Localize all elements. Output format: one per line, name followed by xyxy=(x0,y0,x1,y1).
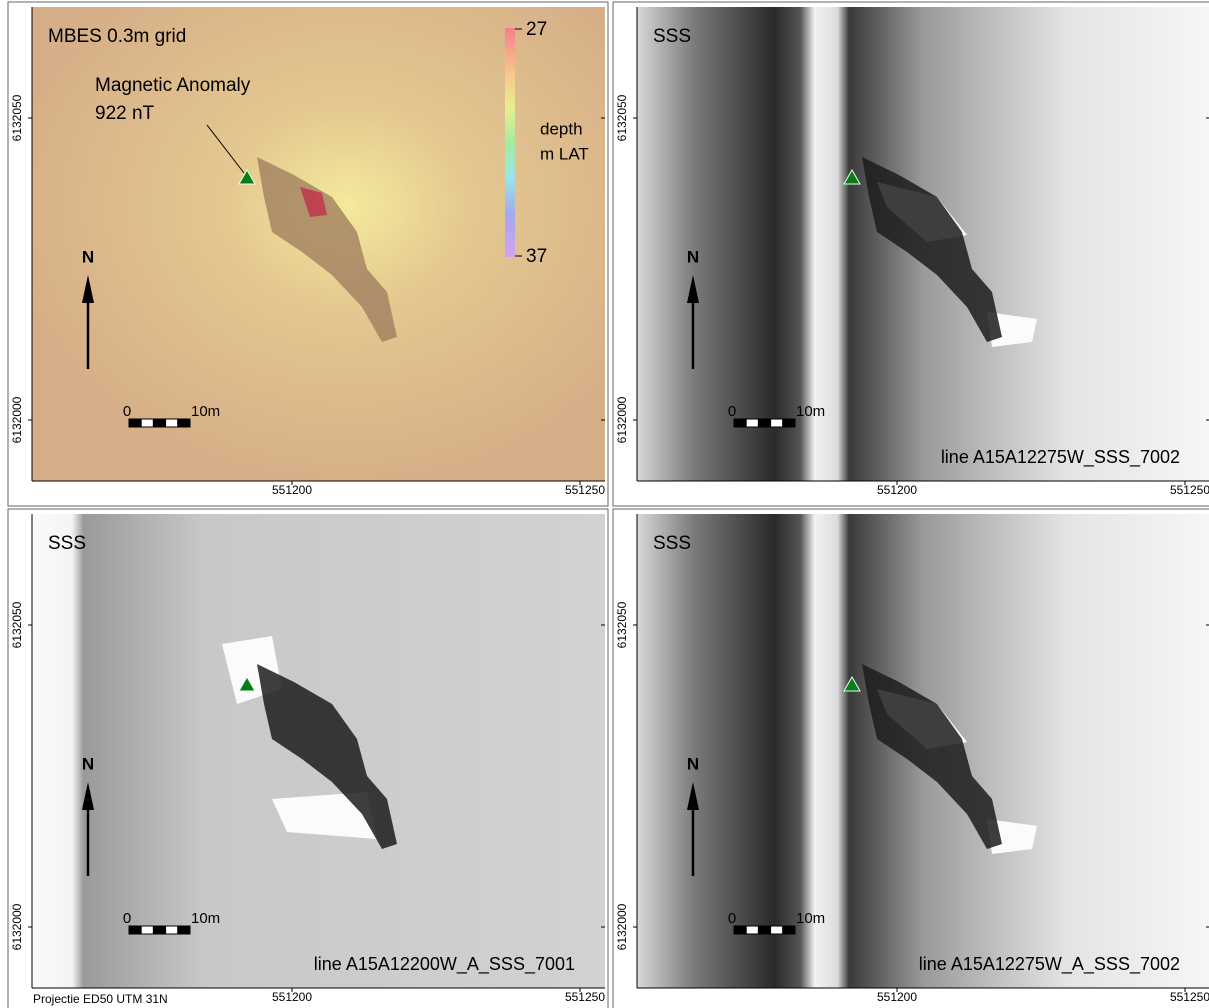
line-label: line A15A12275W_A_SSS_7002 xyxy=(919,954,1180,975)
y-tick-label: 6132050 xyxy=(10,601,24,648)
scale-bar-label: 10m xyxy=(191,910,220,927)
x-tick-label: 551200 xyxy=(272,990,312,1004)
scale-bar-segment xyxy=(771,419,783,427)
map-panel: 6132050 6132000 551200 551250 SSS line A15A12… xyxy=(8,509,608,1008)
colorbar xyxy=(505,28,515,257)
y-tick-label: 6132000 xyxy=(615,396,629,443)
y-tick-label: 6132000 xyxy=(10,396,24,443)
scale-bar-segment xyxy=(153,419,165,427)
scale-bar-segment xyxy=(734,419,746,427)
north-label: N xyxy=(82,754,94,773)
north-label: N xyxy=(687,247,699,266)
y-tick-label: 6132050 xyxy=(10,94,24,141)
scale-bar-segment xyxy=(153,926,165,934)
map-panel: 6132050 6132000 551200 551250 SSS line A15A12… xyxy=(613,2,1209,506)
scale-bar-label: 0 xyxy=(728,403,736,420)
scale-bar-label: 0 xyxy=(123,403,131,420)
x-tick-label: 551250 xyxy=(565,990,605,1004)
scale-bar-label: 0 xyxy=(728,910,736,927)
scale-bar-segment xyxy=(141,419,153,427)
scale-bar-segment xyxy=(129,419,141,427)
x-tick-label: 551200 xyxy=(877,990,917,1004)
scale-bar-segment xyxy=(166,926,178,934)
scale-bar-segment xyxy=(746,419,758,427)
x-tick-label: 551250 xyxy=(565,483,605,497)
scale-bar-segment xyxy=(783,926,795,934)
colorbar-label: 37 xyxy=(526,246,547,267)
map-panel: 6132050 6132000 551200 551250 SSS line A15A12… xyxy=(613,509,1209,1008)
scale-bar-segment xyxy=(178,926,190,934)
y-tick-label: 6132000 xyxy=(615,903,629,950)
scale-bar-label: 10m xyxy=(796,910,825,927)
line-label: line A15A12200W_A_SSS_7001 xyxy=(314,954,575,975)
scale-bar-segment xyxy=(166,419,178,427)
y-tick-label: 6132050 xyxy=(615,601,629,648)
panel-title: MBES 0.3m grid xyxy=(48,26,186,47)
scale-bar-segment xyxy=(141,926,153,934)
colorbar-label: 27 xyxy=(526,19,547,40)
panel-title: SSS xyxy=(653,533,691,554)
x-tick-label: 551200 xyxy=(272,483,312,497)
scale-bar-segment xyxy=(758,926,770,934)
projection-note: Projectie ED50 UTM 31N xyxy=(33,992,168,1006)
x-tick-label: 551250 xyxy=(1170,483,1209,497)
north-label: N xyxy=(687,754,699,773)
y-tick-label: 6132000 xyxy=(10,903,24,950)
figure: 6132050 6132000 551200 551250 MBES 0.3m grid… xyxy=(0,0,1209,1008)
panel-title: SSS xyxy=(48,533,86,554)
north-label: N xyxy=(82,247,94,266)
annotation: 922 nT xyxy=(95,103,155,124)
scale-bar-label: 10m xyxy=(191,403,220,420)
line-label: line A15A12275W_SSS_7002 xyxy=(941,447,1180,468)
scale-bar-label: 0 xyxy=(123,910,131,927)
scale-bar-segment xyxy=(758,419,770,427)
scale-bar-segment xyxy=(746,926,758,934)
scale-bar-label: 10m xyxy=(796,403,825,420)
colorbar-title: depth xyxy=(540,119,583,138)
colorbar-title: m LAT xyxy=(540,144,589,163)
map-panel: 6132050 6132000 551200 551250 MBES 0.3m grid… xyxy=(8,2,608,506)
scale-bar-segment xyxy=(783,419,795,427)
scale-bar-segment xyxy=(129,926,141,934)
panel-title: SSS xyxy=(653,26,691,47)
x-tick-label: 551200 xyxy=(877,483,917,497)
scale-bar-segment xyxy=(734,926,746,934)
annotation: Magnetic Anomaly xyxy=(95,75,251,96)
scale-bar-segment xyxy=(178,419,190,427)
scale-bar-segment xyxy=(771,926,783,934)
y-tick-label: 6132050 xyxy=(615,94,629,141)
x-tick-label: 551250 xyxy=(1170,990,1209,1004)
